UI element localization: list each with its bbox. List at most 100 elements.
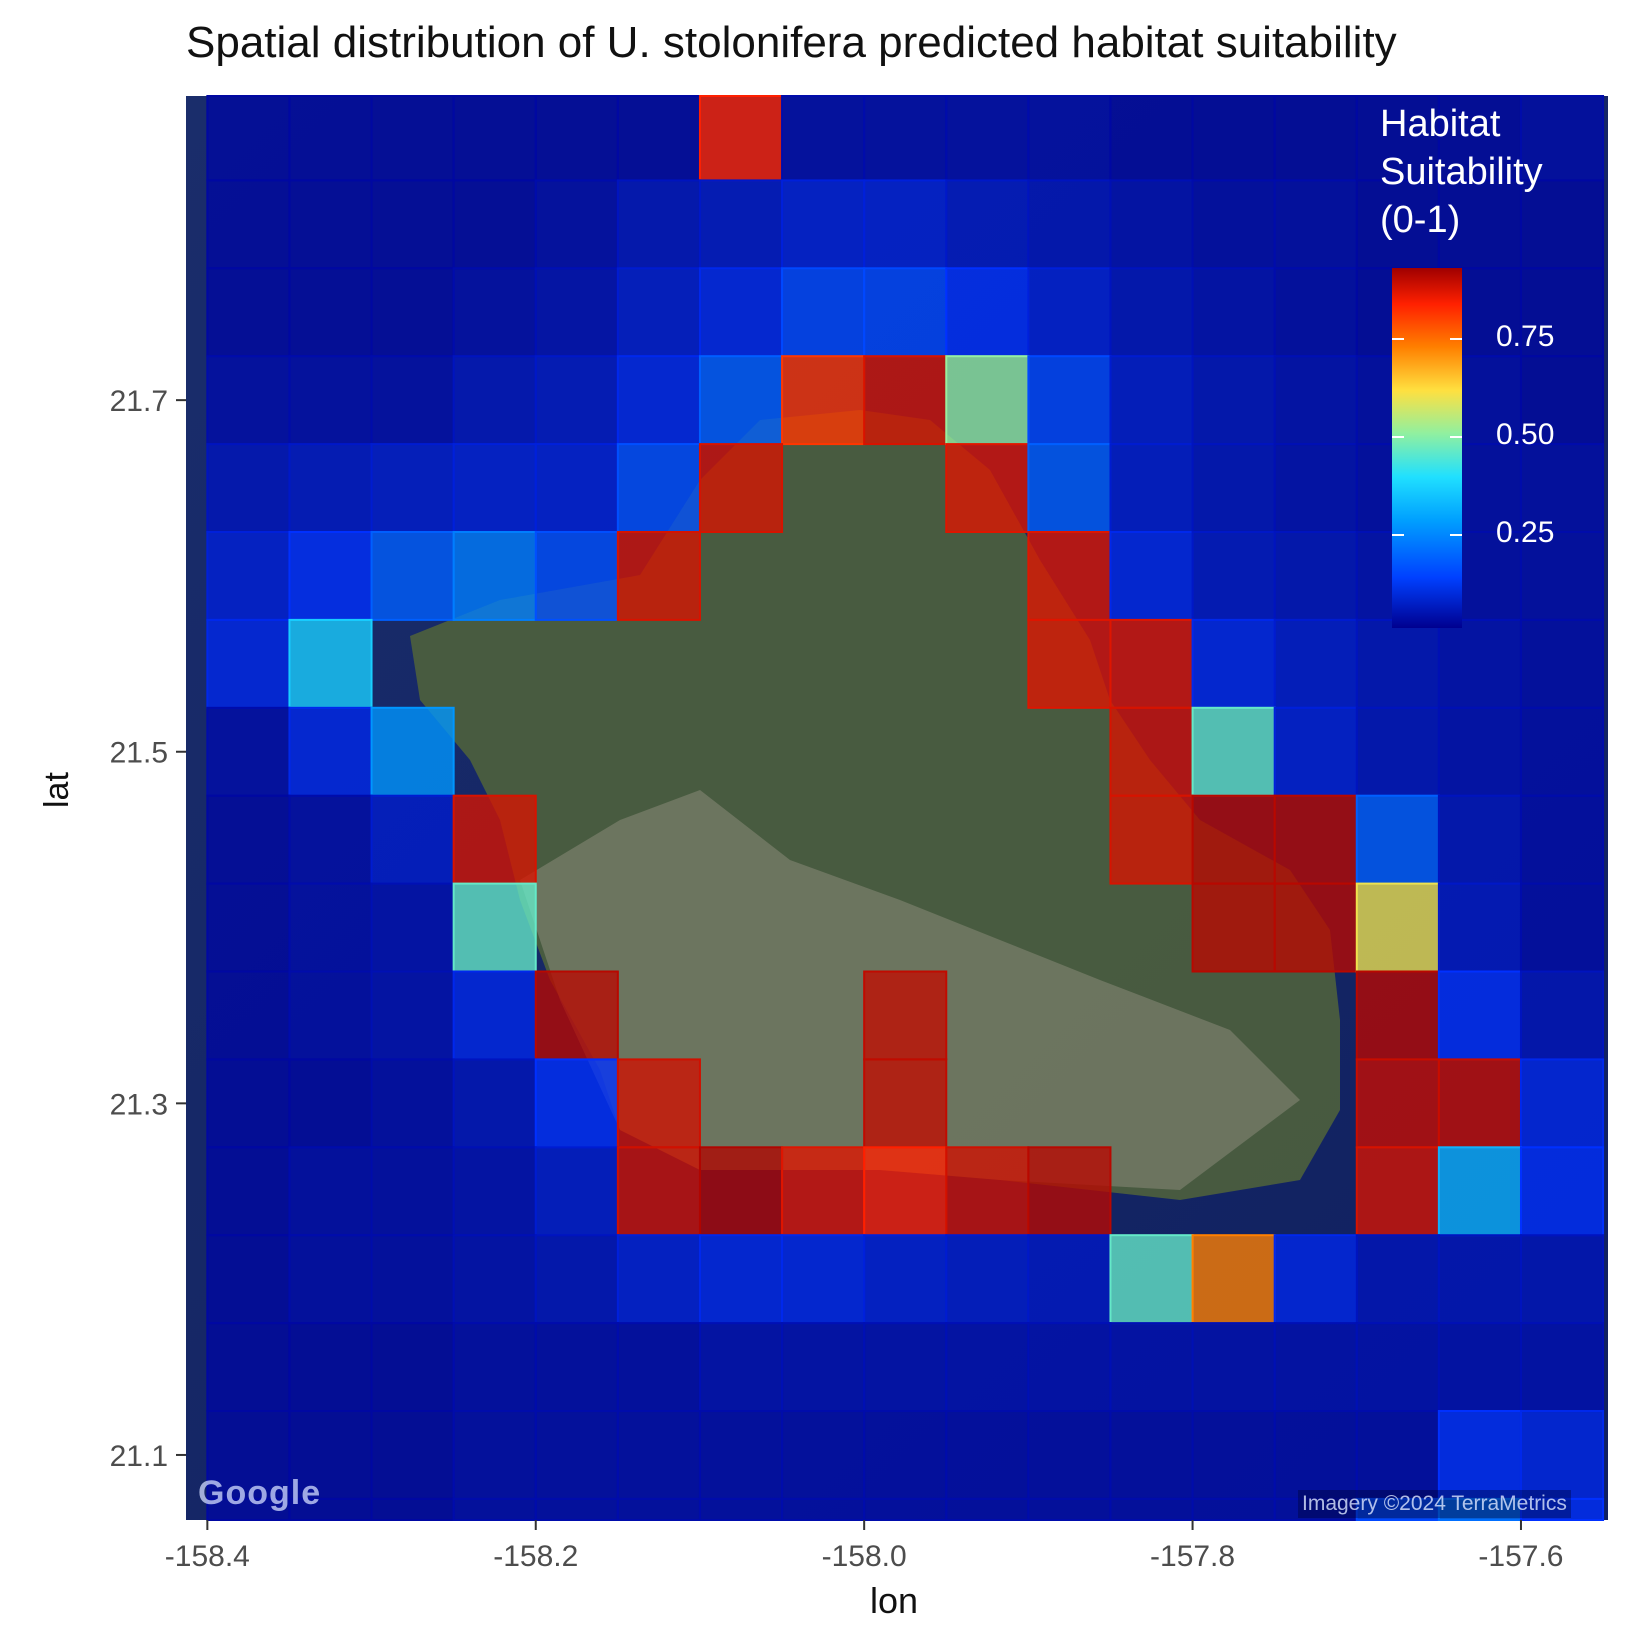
heatmap-cell xyxy=(618,444,700,532)
heatmap-cell xyxy=(289,96,371,180)
heatmap-cell xyxy=(1357,1411,1439,1499)
heatmap-cell xyxy=(372,1059,454,1147)
y-axis-tick-label: 21.7 xyxy=(110,385,168,418)
heatmap-cell xyxy=(289,1059,371,1147)
heatmap-cell xyxy=(207,444,289,532)
heatmap-cell xyxy=(946,356,1028,444)
heatmap-cell xyxy=(454,444,536,532)
heatmap-cell xyxy=(1521,971,1603,1059)
heatmap-cell xyxy=(207,180,289,268)
heatmap-cell xyxy=(1193,708,1275,796)
heatmap-cell xyxy=(864,1059,946,1147)
heatmap-cell xyxy=(207,356,289,444)
heatmap-cell xyxy=(207,1323,289,1411)
heatmap-cell xyxy=(207,708,289,796)
heatmap-cell xyxy=(864,1323,946,1411)
heatmap-cell xyxy=(618,1323,700,1411)
heatmap-cell xyxy=(1028,1147,1110,1235)
colorbar-tick xyxy=(1392,436,1404,438)
heatmap-cell xyxy=(1110,96,1192,180)
heatmap-cell xyxy=(700,444,782,532)
heatmap-cell xyxy=(536,1499,618,1520)
heatmap-cell xyxy=(946,268,1028,356)
heatmap-cell xyxy=(1193,532,1275,620)
heatmap-cell xyxy=(618,1499,700,1520)
heatmap-cell xyxy=(1275,796,1357,884)
heatmap-cell xyxy=(1028,268,1110,356)
imagery-attribution: Imagery ©2024 TerraMetrics xyxy=(1298,1490,1571,1518)
legend-title-line: Suitability xyxy=(1380,148,1610,196)
x-axis-title: lon xyxy=(870,1580,918,1622)
heatmap-cell xyxy=(372,268,454,356)
heatmap-cell xyxy=(207,532,289,620)
heatmap-cell xyxy=(372,1411,454,1499)
heatmap-cell xyxy=(372,971,454,1059)
x-axis-tick-label: -158.4 xyxy=(165,1540,250,1573)
heatmap-cell xyxy=(618,1059,700,1147)
heatmap-cell xyxy=(372,796,454,884)
heatmap-cell xyxy=(1110,268,1192,356)
heatmap-cell xyxy=(1521,1235,1603,1323)
heatmap-cell xyxy=(1357,1323,1439,1411)
google-logo: Google xyxy=(198,1474,321,1513)
heatmap-cell xyxy=(1028,620,1110,708)
heatmap-cell xyxy=(1439,1235,1521,1323)
legend: Habitat Suitability (0-1) 0.75 0.50 0.25 xyxy=(1380,100,1610,244)
heatmap-cell xyxy=(207,96,289,180)
heatmap-cell xyxy=(536,971,618,1059)
heatmap-cell xyxy=(700,1235,782,1323)
heatmap-cell xyxy=(1110,1499,1192,1520)
heatmap-cell xyxy=(1193,1235,1275,1323)
heatmap-cell xyxy=(1439,884,1521,972)
heatmap-cell xyxy=(618,96,700,180)
heatmap-cell xyxy=(454,1499,536,1520)
x-axis-tick-label: -157.6 xyxy=(1478,1540,1563,1573)
colorbar-tick xyxy=(1450,338,1462,340)
heatmap-cell xyxy=(782,1323,864,1411)
heatmap-cell xyxy=(372,708,454,796)
heatmap-cell xyxy=(1439,1411,1521,1499)
heatmap-cell xyxy=(946,1499,1028,1520)
heatmap-cell xyxy=(372,444,454,532)
heatmap-cell xyxy=(1110,796,1192,884)
heatmap-cell xyxy=(864,180,946,268)
colorbar-tick xyxy=(1450,436,1462,438)
heatmap-cell xyxy=(454,796,536,884)
heatmap-cell xyxy=(1521,1411,1603,1499)
y-axis-tick-label: 21.5 xyxy=(110,737,168,770)
heatmap-cell xyxy=(1521,796,1603,884)
heatmap-cell xyxy=(1439,1059,1521,1147)
heatmap-cell xyxy=(1110,1323,1192,1411)
colorbar-tick-label: 0.25 xyxy=(1496,516,1554,550)
heatmap-cell xyxy=(618,268,700,356)
heatmap-cell xyxy=(372,180,454,268)
heatmap-cell xyxy=(1521,620,1603,708)
heatmap-cell xyxy=(782,1147,864,1235)
heatmap-cell xyxy=(454,1059,536,1147)
legend-title-line: Habitat xyxy=(1380,100,1610,148)
heatmap-cell xyxy=(1110,620,1192,708)
heatmap-cell xyxy=(1275,1323,1357,1411)
heatmap-cell xyxy=(618,356,700,444)
heatmap-cell xyxy=(372,96,454,180)
heatmap-cell xyxy=(864,1411,946,1499)
heatmap-cell xyxy=(454,96,536,180)
heatmap-cell xyxy=(289,356,371,444)
heatmap-cell xyxy=(454,1235,536,1323)
heatmap-cell xyxy=(289,268,371,356)
heatmap-cell xyxy=(1110,356,1192,444)
heatmap-cell xyxy=(1275,1235,1357,1323)
heatmap-cell xyxy=(289,1235,371,1323)
heatmap-cell xyxy=(1028,1411,1110,1499)
heatmap-cell xyxy=(946,1147,1028,1235)
heatmap-cell xyxy=(864,971,946,1059)
heatmap-cell xyxy=(782,1411,864,1499)
heatmap-cell xyxy=(207,1235,289,1323)
heatmap-cell xyxy=(1357,620,1439,708)
heatmap-cell xyxy=(1439,796,1521,884)
heatmap-cell xyxy=(1193,444,1275,532)
heatmap-cell xyxy=(700,1411,782,1499)
heatmap-cell xyxy=(946,180,1028,268)
heatmap-cell xyxy=(1193,1323,1275,1411)
x-axis-tick-label: -158.0 xyxy=(822,1540,907,1573)
